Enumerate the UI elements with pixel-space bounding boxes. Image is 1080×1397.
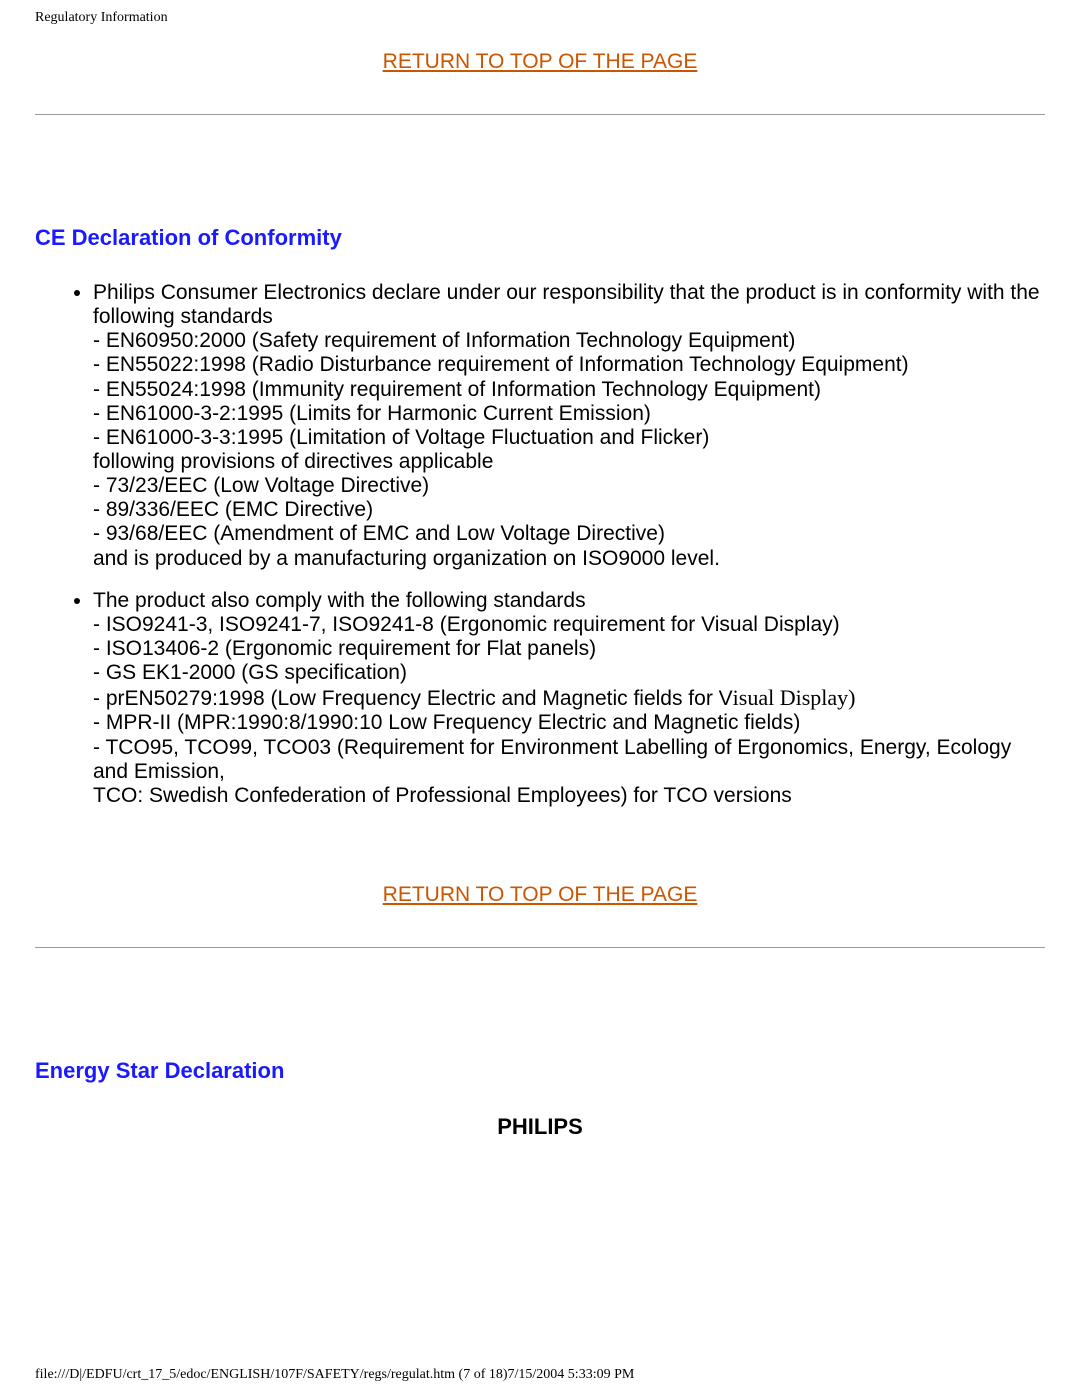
list-item: Philips Consumer Electronics declare und… bbox=[93, 281, 1045, 571]
standard-line: - prEN50279:1998 (Low Frequency Electric… bbox=[93, 685, 1045, 711]
standard-line: - GS EK1-2000 (GS specification) bbox=[93, 661, 1045, 685]
standard-line: - EN55022:1998 (Radio Disturbance requir… bbox=[93, 353, 1045, 377]
standard-line: TCO: Swedish Confederation of Profession… bbox=[93, 784, 1045, 808]
standard-line: - 89/336/EEC (EMC Directive) bbox=[93, 498, 1045, 522]
section-heading-ce: CE Declaration of Conformity bbox=[35, 225, 1045, 251]
standard-line: - ISO9241-3, ISO9241-7, ISO9241-8 (Ergon… bbox=[93, 613, 1045, 637]
footer-path: file:///D|/EDFU/crt_17_5/edoc/ENGLISH/10… bbox=[35, 1367, 634, 1383]
return-to-top-link[interactable]: RETURN TO TOP OF THE PAGE bbox=[35, 883, 1045, 907]
section-heading-energy-star: Energy Star Declaration bbox=[35, 1058, 1045, 1084]
standard-line: - EN61000-3-3:1995 (Limitation of Voltag… bbox=[93, 426, 1045, 450]
standard-line: - 93/68/EEC (Amendment of EMC and Low Vo… bbox=[93, 522, 1045, 546]
standard-line: - TCO95, TCO99, TCO03 (Requirement for E… bbox=[93, 736, 1045, 784]
standard-line: - EN60950:2000 (Safety requirement of In… bbox=[93, 329, 1045, 353]
standards-list: Philips Consumer Electronics declare und… bbox=[35, 281, 1045, 808]
standard-line: - EN61000-3-2:1995 (Limits for Harmonic … bbox=[93, 402, 1045, 426]
standard-line: - 73/23/EEC (Low Voltage Directive) bbox=[93, 474, 1045, 498]
intro-text: Philips Consumer Electronics declare und… bbox=[93, 281, 1045, 329]
divider bbox=[35, 114, 1045, 115]
standard-line: and is produced by a manufacturing organ… bbox=[93, 547, 1045, 571]
standard-line: - MPR-II (MPR:1990:8/1990:10 Low Frequen… bbox=[93, 711, 1045, 735]
return-to-top-link[interactable]: RETURN TO TOP OF THE PAGE bbox=[35, 50, 1045, 74]
page-header-title: Regulatory Information bbox=[35, 0, 1045, 32]
standard-line-part-serif: isual Display) bbox=[733, 685, 856, 710]
standard-line: - ISO13406-2 (Ergonomic requirement for … bbox=[93, 637, 1045, 661]
standard-line-part: - prEN50279:1998 (Low Frequency Electric… bbox=[93, 687, 733, 710]
philips-label: PHILIPS bbox=[35, 1114, 1045, 1140]
intro-text: The product also comply with the followi… bbox=[93, 589, 1045, 613]
list-item: The product also comply with the followi… bbox=[93, 589, 1045, 808]
divider bbox=[35, 947, 1045, 948]
standard-line: following provisions of directives appli… bbox=[93, 450, 1045, 474]
standard-line: - EN55024:1998 (Immunity requirement of … bbox=[93, 378, 1045, 402]
